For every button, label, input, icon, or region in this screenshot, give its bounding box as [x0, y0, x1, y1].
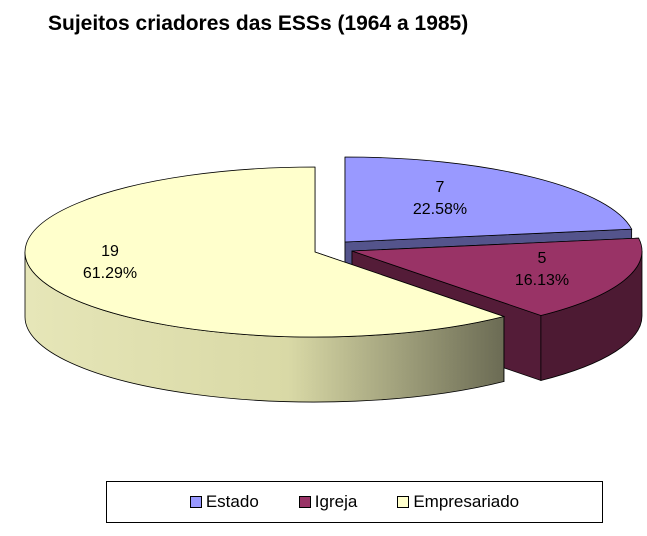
data-label-percent-igreja: 16.13% — [515, 272, 569, 289]
data-label-percent-estado: 22.58% — [413, 201, 467, 218]
pie-slice-empresariado-top — [24, 166, 506, 338]
pie-chart: 7 22.58% 5 16.13% 19 61.29% — [24, 156, 643, 403]
pie-slice-empresariado — [24, 166, 506, 403]
legend-item-estado: Estado — [189, 492, 259, 512]
legend-label-empresariado: Empresariado — [413, 492, 520, 511]
data-label-value-empresariado: 19 — [101, 243, 119, 260]
legend-item-igreja: Igreja — [298, 492, 358, 512]
legend-label-igreja: Igreja — [314, 492, 358, 511]
legend-swatch-igreja — [298, 496, 311, 508]
legend-label-estado: Estado — [205, 492, 259, 511]
chart-legend: Estado Igreja Empresariado — [106, 481, 603, 523]
legend-swatch-empresariado — [397, 496, 410, 508]
legend-item-empresariado: Empresariado — [397, 492, 519, 512]
legend-swatch-estado — [189, 496, 202, 508]
data-label-value-igreja: 5 — [538, 250, 547, 267]
chart-title: Sujeitos criadores das ESSs (1964 a 1985… — [48, 12, 469, 35]
data-label-percent-empresariado: 61.29% — [83, 265, 137, 282]
pie-slice-estado-top — [344, 156, 633, 243]
data-label-value-estado: 7 — [436, 179, 445, 196]
pie-slice-igreja-top — [351, 237, 643, 316]
